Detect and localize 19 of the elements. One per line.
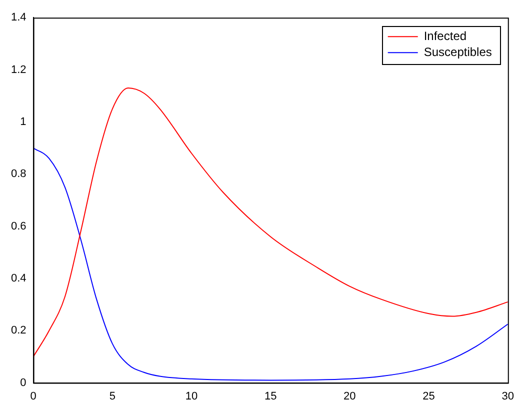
x-tick-label: 10 [185, 390, 198, 402]
y-tick-label: 0.2 [10, 324, 26, 337]
y-tick-label: 0 [20, 376, 26, 389]
x-tick-label: 0 [30, 390, 36, 402]
y-tick-label: 0.4 [10, 272, 26, 284]
line-series [33, 148, 508, 381]
x-tick-label: 30 [502, 390, 514, 402]
line-series [33, 88, 508, 358]
y-tick-label: 0.8 [10, 168, 26, 180]
y-tick-label: 0.6 [10, 220, 26, 232]
x-tick-label: 15 [264, 390, 277, 402]
legend-label: Infected [424, 28, 467, 43]
x-tick-label: 5 [109, 390, 116, 402]
legend-label: Susceptibles [424, 44, 492, 59]
y-tick-label: 1.2 [10, 64, 26, 76]
y-tick-label: 1 [20, 116, 26, 128]
y-tick-label: 1.4 [10, 12, 26, 24]
x-tick-label: 20 [344, 390, 356, 402]
x-tick-label: 25 [422, 390, 435, 402]
